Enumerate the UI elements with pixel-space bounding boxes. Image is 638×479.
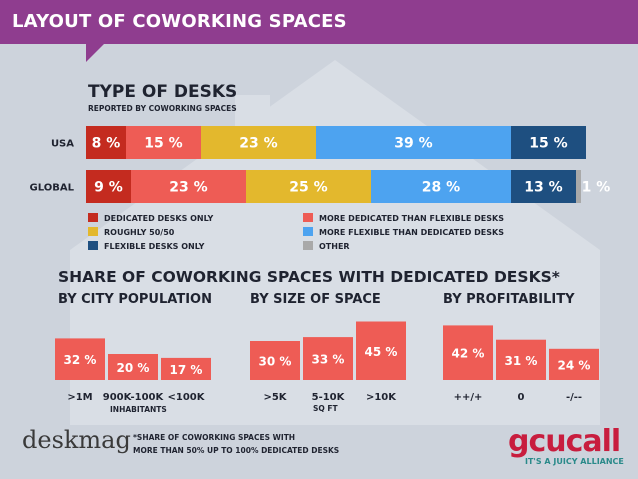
deskmag-logo: deskmag	[22, 426, 131, 454]
column-category-label: <100K	[167, 392, 205, 403]
column-value-label: 32 %	[64, 353, 97, 367]
column-value-label: 17 %	[170, 363, 203, 377]
bar-segment	[131, 170, 246, 203]
legend-swatch	[303, 227, 313, 236]
column-category-label: 5-10K	[312, 392, 346, 403]
column-category-label: ++/+	[454, 392, 483, 403]
column-value-label: 42 %	[452, 347, 485, 361]
row-label: USA	[51, 139, 74, 150]
group-title-city: BY CITY POPULATION	[58, 292, 212, 307]
column-bar	[250, 341, 300, 380]
legend-item-flexible-only: FLEXIBLE DESKS ONLY	[88, 241, 204, 251]
bar-segment	[511, 126, 586, 159]
column-category-label: 0	[518, 392, 525, 403]
bar-segment	[371, 170, 511, 203]
stacked-bar-chart: USA 8 % 15 % 23 % 39 % 15 % GLOBAL 9 % 23 % 25 % 2…	[30, 126, 611, 203]
legend-item-roughly-50-50: ROUGHLY 50/50	[88, 227, 174, 237]
bar-value-label: 8 %	[92, 136, 121, 152]
column-value-label: 33 %	[312, 353, 345, 367]
legend-item-more-dedicated: MORE DEDICATED THAN FLEXIBLE DESKS	[303, 213, 504, 223]
bar-segment	[86, 170, 131, 203]
footnote-line2: MORE THAN 50% UP TO 100% DEDICATED DESKS	[133, 446, 340, 455]
column-bar	[356, 321, 406, 380]
bar-value-label: 28 %	[422, 180, 460, 196]
header-banner: LAYOUT OF COWORKING SPACES	[0, 0, 638, 44]
bar-value-label: 13 %	[524, 180, 562, 196]
bar-value-label: 25 %	[289, 180, 327, 196]
column-bar	[443, 325, 493, 380]
gcuc-logo: gcucall	[508, 424, 621, 459]
group-title-profit: BY PROFITABILITY	[443, 292, 575, 307]
dedicated-title: SHARE OF COWORKING SPACES WITH DEDICATED…	[58, 268, 560, 286]
column-category-label: -/--	[566, 392, 582, 403]
column-value-label: 30 %	[259, 355, 292, 369]
column-bar	[108, 354, 158, 380]
bar-value-label: 1 %	[582, 180, 611, 196]
gcuc-tagline: IT'S A JUICY ALLIANCE	[525, 457, 624, 466]
column-bar	[161, 357, 211, 380]
bar-value-label: 23 %	[169, 180, 207, 196]
column-value-label: 31 %	[505, 354, 538, 368]
legend-item-dedicated-only: DEDICATED DESKS ONLY	[88, 213, 213, 223]
bar-segment	[576, 170, 581, 203]
bar-segment	[86, 126, 126, 159]
legend-item-more-flexible: MORE FLEXIBLE THAN DEDICATED DESKS	[303, 227, 504, 237]
legend-swatch	[303, 213, 313, 222]
column-bar	[549, 348, 599, 380]
column-category-label: >10K	[366, 392, 397, 403]
bar-segment	[246, 170, 371, 203]
legend-swatch	[88, 227, 98, 236]
bar-segment	[201, 126, 316, 159]
legend-swatch	[88, 213, 98, 222]
bar-segment	[126, 126, 201, 159]
desks-title: TYPE OF DESKS	[88, 82, 238, 102]
column-category-label: >1M	[67, 392, 92, 403]
desks-subtitle: REPORTED BY COWORKING SPACES	[88, 104, 237, 113]
bar-value-label: 23 %	[239, 136, 277, 152]
column-value-label: 45 %	[365, 345, 398, 359]
column-bar	[55, 338, 105, 380]
column-charts: 32 % >1M 20 % 900K-100K 17 % <100K 30 % >5K 33 %…	[55, 321, 599, 403]
column-category-label: >5K	[263, 392, 287, 403]
column-value-label: 24 %	[558, 358, 591, 372]
header-notch	[86, 44, 104, 62]
bar-value-label: 15 %	[529, 136, 567, 152]
column-category-label: 900K-100K	[103, 392, 165, 403]
bar-value-label: 15 %	[144, 136, 182, 152]
bar-value-label: 39 %	[394, 136, 432, 152]
column-bar	[496, 339, 546, 380]
sublabel-inhabitants: INHABITANTS	[110, 405, 167, 414]
legend-item-other: OTHER	[303, 241, 350, 251]
bar-segment	[511, 170, 576, 203]
legend-swatch	[303, 241, 313, 250]
row-label: GLOBAL	[30, 183, 75, 194]
legend-swatch	[88, 241, 98, 250]
column-value-label: 20 %	[117, 361, 150, 375]
group-title-size: BY SIZE OF SPACE	[250, 292, 381, 307]
footnote-line1: *SHARE OF COWORKING SPACES WITH	[133, 433, 296, 442]
page-title: LAYOUT OF COWORKING SPACES	[12, 11, 347, 32]
column-bar	[303, 337, 353, 380]
sublabel-sqft: SQ FT	[313, 404, 338, 413]
bar-segment	[316, 126, 511, 159]
bar-value-label: 9 %	[94, 180, 123, 196]
